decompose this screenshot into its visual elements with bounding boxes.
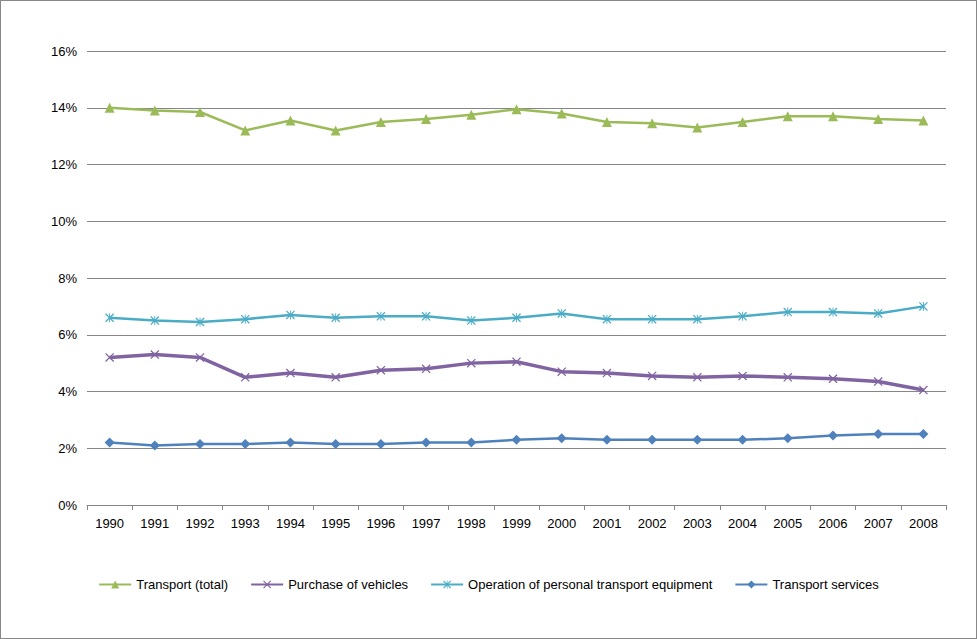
svg-text:1992: 1992 <box>186 516 215 531</box>
svg-text:2007: 2007 <box>864 516 893 531</box>
svg-text:1995: 1995 <box>321 516 350 531</box>
svg-text:1997: 1997 <box>412 516 441 531</box>
svg-text:Transport services: Transport services <box>772 577 879 592</box>
svg-text:0%: 0% <box>58 498 77 513</box>
svg-text:2006: 2006 <box>819 516 848 531</box>
svg-text:2003: 2003 <box>683 516 712 531</box>
svg-text:Transport (total): Transport (total) <box>136 577 228 592</box>
svg-text:8%: 8% <box>58 271 77 286</box>
svg-text:1994: 1994 <box>276 516 305 531</box>
svg-text:2%: 2% <box>58 441 77 456</box>
svg-text:12%: 12% <box>51 157 77 172</box>
svg-text:1993: 1993 <box>231 516 260 531</box>
svg-text:1999: 1999 <box>502 516 531 531</box>
svg-text:1998: 1998 <box>457 516 486 531</box>
svg-text:6%: 6% <box>58 327 77 342</box>
svg-text:1990: 1990 <box>95 516 124 531</box>
svg-text:10%: 10% <box>51 214 77 229</box>
svg-text:16%: 16% <box>51 44 77 59</box>
svg-text:2000: 2000 <box>547 516 576 531</box>
svg-text:14%: 14% <box>51 100 77 115</box>
svg-text:1996: 1996 <box>366 516 395 531</box>
svg-text:2005: 2005 <box>773 516 802 531</box>
svg-text:2004: 2004 <box>728 516 757 531</box>
svg-text:2008: 2008 <box>909 516 938 531</box>
svg-text:1991: 1991 <box>140 516 169 531</box>
svg-text:Operation of personal transpor: Operation of personal transport equipmen… <box>468 577 713 592</box>
svg-text:4%: 4% <box>58 384 77 399</box>
svg-text:2001: 2001 <box>592 516 621 531</box>
svg-text:Purchase of vehicles: Purchase of vehicles <box>288 577 408 592</box>
svg-text:2002: 2002 <box>638 516 667 531</box>
